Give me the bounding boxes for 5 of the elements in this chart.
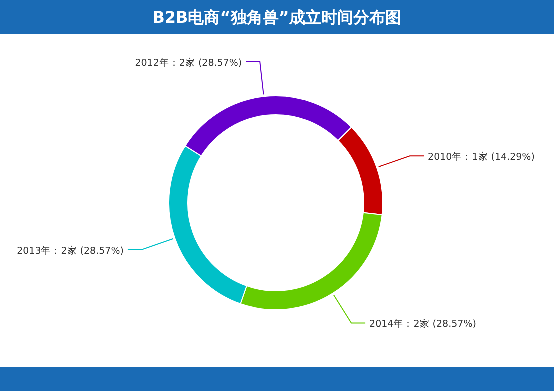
slice-label: 2014年：2家 (28.57%): [370, 318, 476, 330]
chart-title: B2B电商“独角兽”成立时间分布图: [152, 8, 402, 27]
slice-label: 2013年：2家 (28.57%): [17, 244, 124, 257]
slice-label: 2010年：1家 (14.29%): [428, 151, 535, 164]
slice-label: 2012年：2家 (28.57%): [135, 56, 242, 69]
